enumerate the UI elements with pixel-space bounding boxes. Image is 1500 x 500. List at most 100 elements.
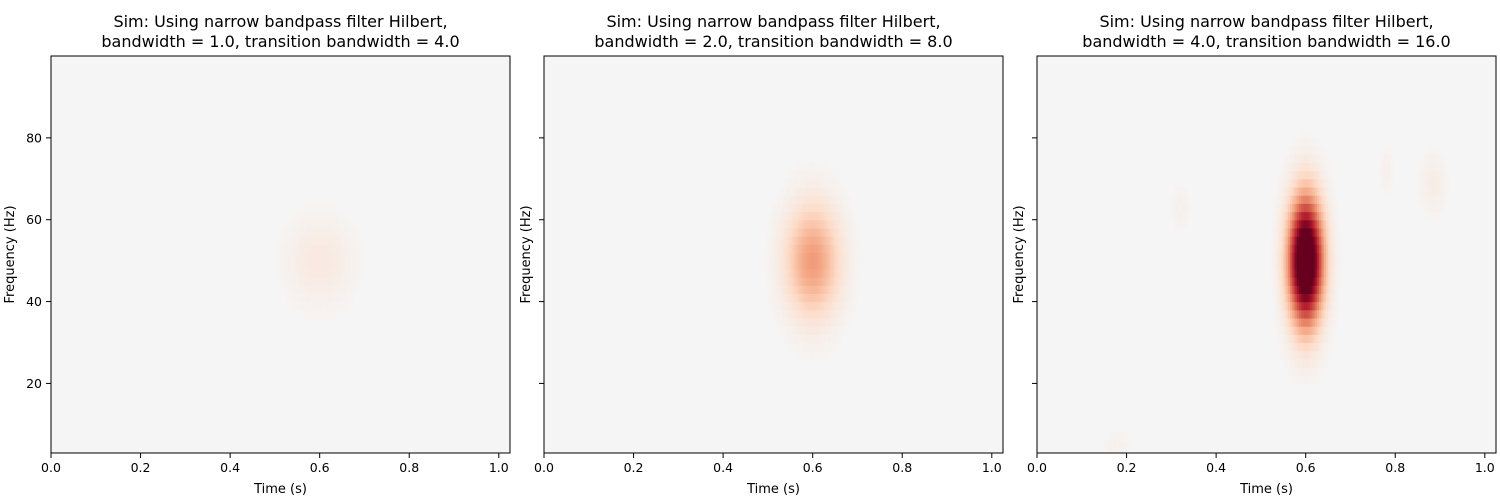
heatmap-cell xyxy=(826,342,829,352)
heatmap-cell xyxy=(1303,317,1307,327)
heatmap-cell xyxy=(779,203,782,213)
heatmap-cell xyxy=(797,186,800,196)
heatmap-cell xyxy=(844,301,847,311)
heatmap-cell xyxy=(1332,334,1336,344)
heatmap-cell xyxy=(821,260,825,270)
heatmap-cell xyxy=(1426,154,1430,164)
heatmap-cell xyxy=(1314,260,1318,270)
heatmap-cell xyxy=(1386,162,1390,172)
heatmap-cell xyxy=(1433,162,1437,172)
heatmap-cell xyxy=(801,252,805,262)
heatmap-cell xyxy=(1124,448,1128,453)
heatmap-cell xyxy=(852,244,856,254)
heatmap-cell xyxy=(776,203,780,213)
heatmap-cell xyxy=(821,227,825,237)
heatmap-cell xyxy=(835,195,838,204)
heatmap-cell xyxy=(1316,350,1320,360)
heatmap-cell xyxy=(844,186,847,196)
heatmap-cell xyxy=(835,334,838,344)
heatmap-cell xyxy=(814,227,818,237)
heatmap-cell xyxy=(1305,309,1309,319)
heatmap-cell xyxy=(841,268,845,278)
x-tick-label: 0.4 xyxy=(713,460,733,475)
heatmap-cell xyxy=(351,227,354,237)
heatmap-cell xyxy=(1424,178,1428,188)
heatmap-cell xyxy=(810,252,814,262)
heatmap-cell xyxy=(353,227,357,237)
heatmap-cell xyxy=(1305,186,1309,196)
heatmap-cell xyxy=(1325,350,1329,360)
heatmap-cell xyxy=(821,186,825,196)
heatmap-cell xyxy=(1292,162,1296,172)
heatmap-cell xyxy=(1312,170,1316,180)
heatmap-cell xyxy=(830,277,834,286)
heatmap-cell xyxy=(1319,219,1322,229)
heatmap-cell xyxy=(823,252,827,262)
heatmap-cell xyxy=(288,244,292,254)
heatmap-cell xyxy=(817,195,820,204)
heatmap-cell xyxy=(846,244,850,254)
heatmap-cell xyxy=(1325,301,1329,311)
heatmap-cell xyxy=(1298,268,1302,278)
heatmap-cell xyxy=(1307,309,1311,319)
heatmap-cell xyxy=(1417,170,1421,180)
heatmap-cell xyxy=(1303,367,1307,376)
heatmap-cell xyxy=(1321,146,1325,155)
heatmap-cell xyxy=(1171,211,1175,221)
heatmap-cell xyxy=(328,211,332,221)
heatmap-cell xyxy=(317,301,321,311)
heatmap-cell xyxy=(306,219,310,229)
heatmap-cell xyxy=(794,317,798,327)
heatmap-cell xyxy=(344,219,348,229)
heatmap-cell xyxy=(1287,154,1291,164)
heatmap-cell xyxy=(837,219,841,229)
heatmap-cell xyxy=(783,260,787,270)
heatmap-cell xyxy=(826,219,829,229)
heatmap-cell xyxy=(1290,219,1293,229)
heatmap-cell xyxy=(1283,154,1287,164)
heatmap-cell xyxy=(1319,178,1322,188)
heatmap-cell xyxy=(1301,342,1305,352)
heatmap-cell xyxy=(812,309,816,319)
heatmap-cell xyxy=(359,252,363,262)
heatmap-cell xyxy=(790,252,794,262)
heatmap-cell xyxy=(828,334,832,344)
heatmap-cell xyxy=(1287,170,1291,180)
heatmap-cell xyxy=(308,236,312,245)
heatmap-cell xyxy=(1283,268,1287,278)
heatmap-cell xyxy=(1296,293,1300,303)
heatmap-cell xyxy=(848,317,852,327)
heatmap-cell xyxy=(797,342,800,352)
heatmap-cell xyxy=(1323,301,1327,311)
heatmap-cell xyxy=(1316,162,1320,172)
heatmap-cell xyxy=(1294,252,1298,262)
heatmap-cell xyxy=(1106,440,1110,450)
heatmap-cell xyxy=(1312,334,1316,344)
heatmap-cell xyxy=(1312,244,1316,254)
heatmap-cell xyxy=(335,277,339,286)
heatmap-cell xyxy=(1285,309,1289,319)
heatmap-cell xyxy=(1310,162,1313,172)
heatmap-cell xyxy=(830,301,834,311)
heatmap-cell xyxy=(797,326,800,335)
heatmap-cell xyxy=(1180,195,1184,204)
heatmap-cell xyxy=(1294,277,1298,286)
heatmap-cell xyxy=(772,301,776,311)
heatmap-cell xyxy=(1332,317,1336,327)
heatmap-cell xyxy=(1298,277,1302,286)
heatmap-cell xyxy=(1334,227,1338,237)
y-tick-label: 60 xyxy=(26,212,42,227)
heatmap-cell xyxy=(794,326,798,335)
heatmap-cell xyxy=(1330,260,1334,270)
heatmap-cell xyxy=(810,236,814,245)
heatmap-cell xyxy=(1294,236,1298,245)
heatmap-cell xyxy=(1431,195,1434,204)
heatmap-cell xyxy=(1276,268,1280,278)
heatmap-cell xyxy=(281,277,285,286)
heatmap-cell xyxy=(1274,244,1278,254)
heatmap-cell xyxy=(783,178,787,188)
heatmap-cell xyxy=(315,236,319,245)
heatmap-cell xyxy=(339,285,343,294)
heatmap-cell xyxy=(855,277,859,286)
heatmap-cell xyxy=(1301,219,1305,229)
